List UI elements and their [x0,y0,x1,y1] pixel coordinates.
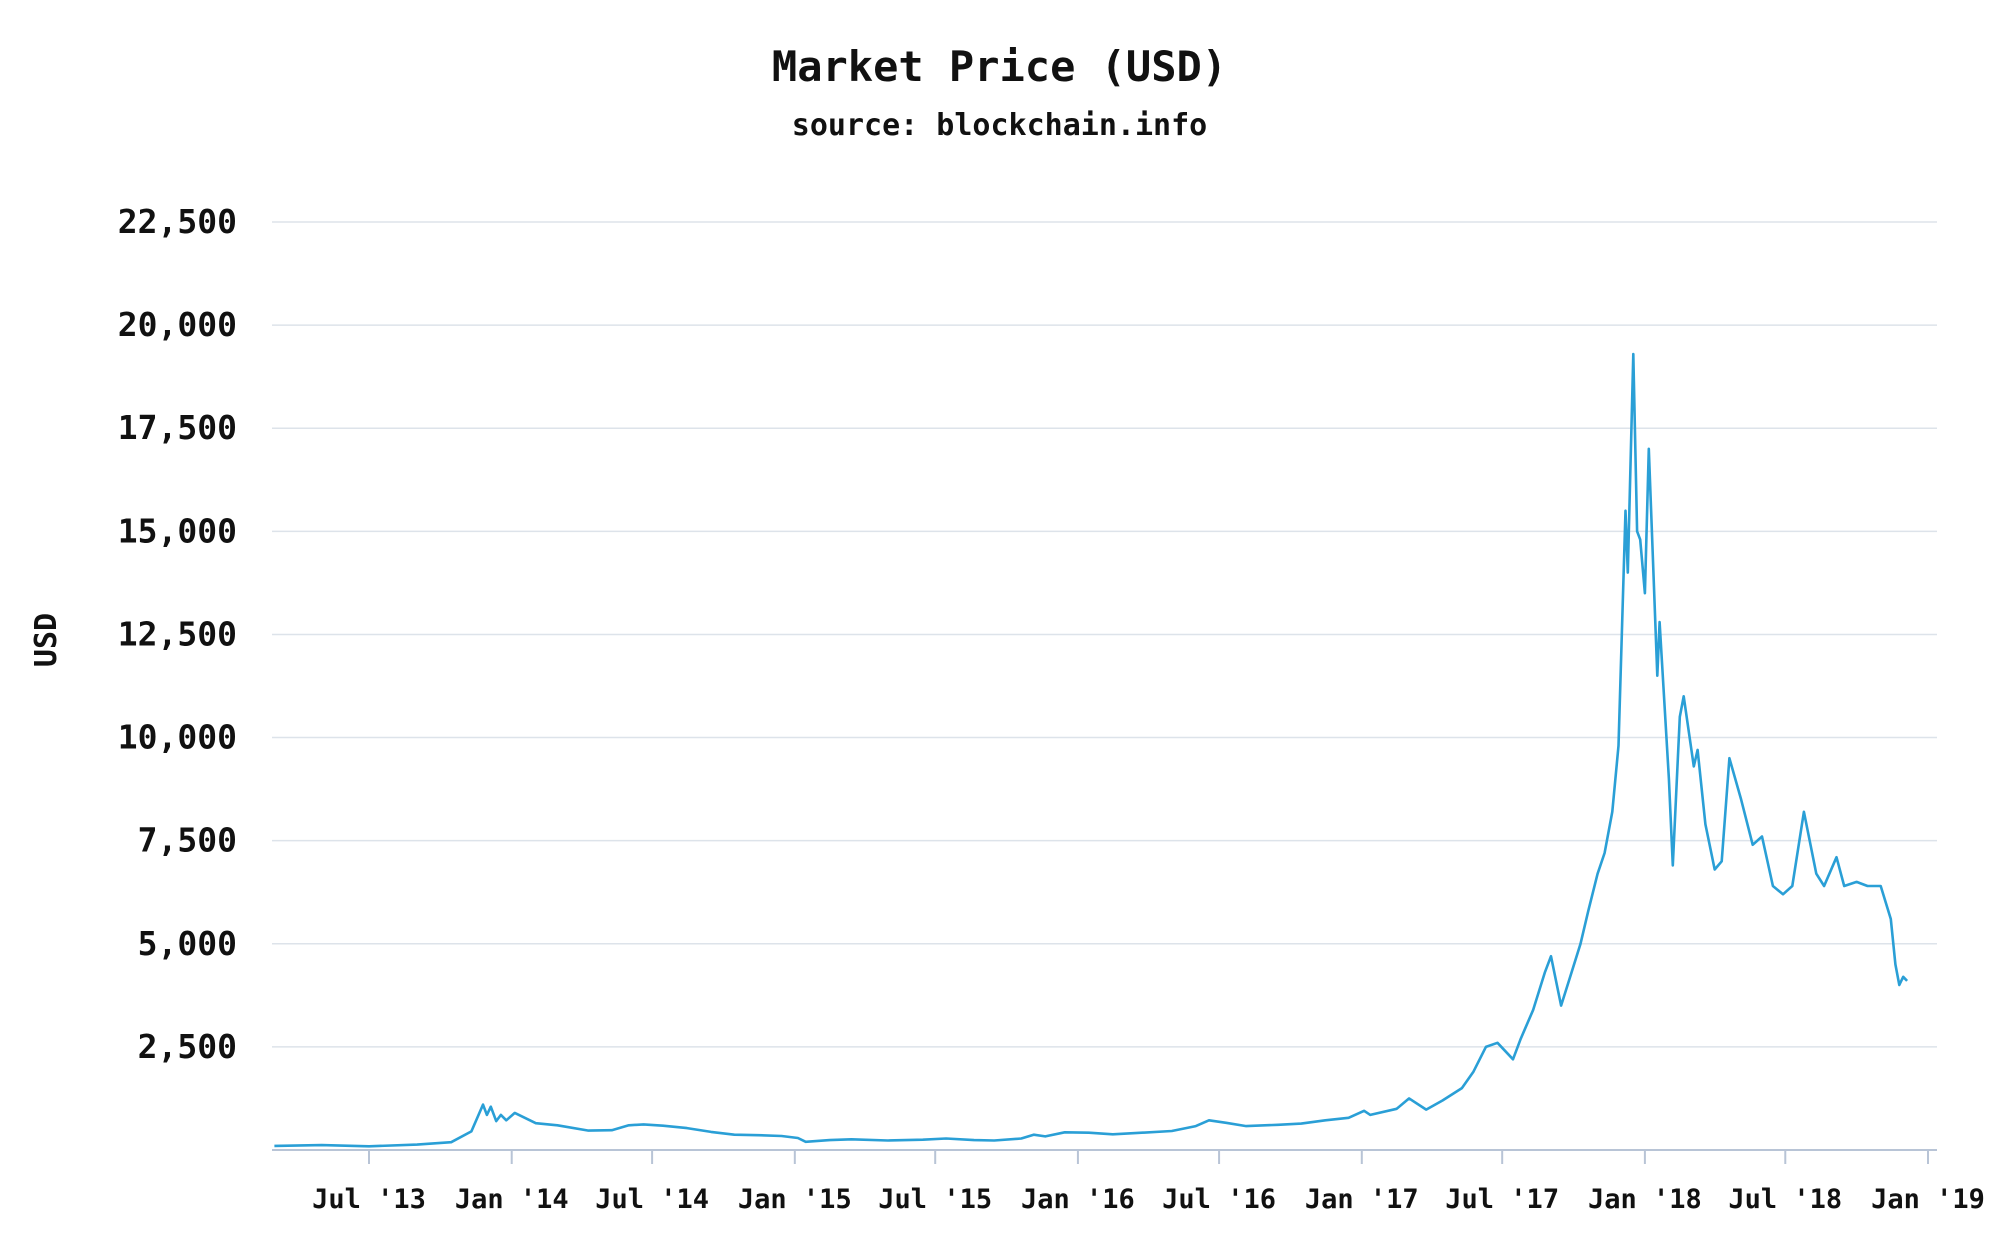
y-axis-label: USD [29,613,64,667]
y-tick-label: 17,500 [118,408,237,447]
y-tick-label: 2,500 [138,1027,237,1066]
y-tick-label: 10,000 [118,718,237,757]
x-tick-label: Jan '18 [1588,1184,1702,1215]
y-tick-label: 15,000 [118,511,237,550]
series-line-0 [274,352,1909,1148]
y-tick-label: 7,500 [138,821,237,860]
x-tick-labels: Jul '13 Jan '14 Jul '14 Jan '15 Jul '15 Jan '… [312,1184,1985,1215]
y-tick-labels: 2,500 5,000 7,500 10,000 12,500 15,000 17,500 2… [118,202,237,1066]
gridlines [272,221,1937,1048]
y-tick-label: 20,000 [118,305,237,344]
x-tick-label: Jul '18 [1728,1184,1842,1215]
x-tick-label: Jul '15 [878,1184,992,1215]
y-tick-label: 5,000 [138,924,237,963]
x-tick-label: Jan '17 [1305,1184,1419,1215]
x-tick-label: Jul '17 [1445,1184,1559,1215]
y-tick-label: 22,500 [118,202,237,241]
series-layer [274,352,1909,1148]
chart-title: Market Price (USD) [771,42,1228,91]
x-tick-label: Jul '16 [1162,1184,1276,1215]
axes [272,1149,1937,1164]
x-tick-label: Jan '19 [1871,1184,1985,1215]
x-tick-label: Jan '14 [455,1184,569,1215]
x-tick-label: Jan '15 [738,1184,852,1215]
chart-subtitle: source: blockchain.info [791,108,1208,143]
y-tick-label: 12,500 [118,614,237,653]
x-tick-label: Jul '13 [312,1184,426,1215]
x-tick-label: Jul '14 [595,1184,709,1215]
x-tick-label: Jan '16 [1021,1184,1135,1215]
